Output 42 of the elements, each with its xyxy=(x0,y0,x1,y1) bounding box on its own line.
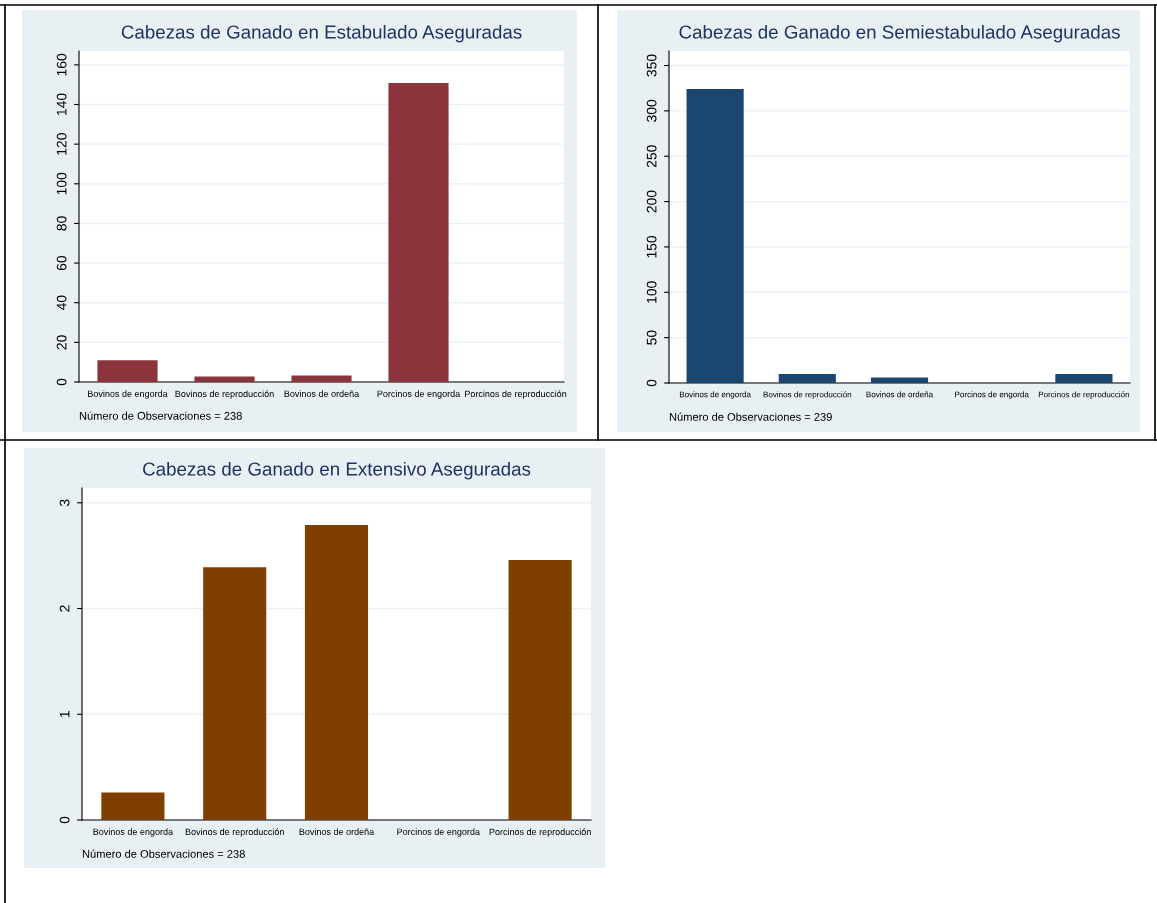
y-tick-label: 0 xyxy=(59,816,70,824)
x-tick-label: Bovinos de ordeña xyxy=(284,390,360,397)
y-tick-label: 150 xyxy=(646,235,657,258)
x-tick-label: Bovinos de engorda xyxy=(88,390,168,399)
text: Número de Observaciones = 238 xyxy=(79,411,242,420)
text: Número de Observaciones = 238 xyxy=(82,849,245,858)
y-tick-label: 0 xyxy=(646,379,657,387)
y-tick-label: 20 xyxy=(56,335,67,350)
x-tick-label: Porcinos de engorda xyxy=(397,828,480,837)
y-tick-label: 80 xyxy=(56,216,67,231)
y-tick-label: 100 xyxy=(56,172,67,195)
x-tick-label: Porcinos de reproducción xyxy=(1038,391,1130,399)
y-tick-label: 50 xyxy=(646,330,657,345)
x-tick-label: Porcinos de reproducción xyxy=(489,828,591,837)
x-tick-label: Bovinos de reproducción xyxy=(763,391,852,399)
x-tick-label: Porcinos de reproducción xyxy=(465,390,567,399)
x-tick-label: Bovinos de ordeña xyxy=(299,828,375,835)
x-tick-label: Bovinos de engorda xyxy=(679,391,751,399)
chart-title: Cabezas de Ganado en Estabulado Aseguradas xyxy=(121,24,522,43)
y-tick-label: 40 xyxy=(56,295,67,311)
y-tick-label: 200 xyxy=(646,190,657,213)
y-tick-label: 120 xyxy=(56,133,67,155)
y-tick-label: 100 xyxy=(646,281,657,303)
x-tick-label: Bovinos de engorda xyxy=(93,828,174,837)
x-tick-label: Porcinos de engorda xyxy=(955,391,1029,399)
y-tick-label: 3 xyxy=(59,499,70,507)
x-tick-label: Bovinos de ordeña xyxy=(866,391,934,398)
chart-title: Cabezas de Ganado en Semiestabulado Aseguradas xyxy=(679,24,1120,43)
x-tick-label: Porcinos de engorda xyxy=(377,390,461,399)
y-tick-label: 140 xyxy=(56,93,67,116)
x-tick-label: Bovinos de reproducción xyxy=(185,828,284,837)
y-tick-label: 300 xyxy=(646,99,657,122)
y-tick-label: 60 xyxy=(56,255,67,271)
chart-title: Cabezas de Ganado en Extensivo Aseguradas xyxy=(143,461,531,480)
y-tick-label: 250 xyxy=(646,145,657,168)
y-tick-label: 1 xyxy=(59,711,70,718)
y-tick-label: 160 xyxy=(56,53,67,76)
x-tick-label: Bovinos de reproducción xyxy=(175,390,274,399)
y-tick-label: 350 xyxy=(646,54,657,77)
y-tick-label: 0 xyxy=(56,378,67,386)
y-tick-label: 2 xyxy=(59,605,70,612)
text: Número de Observaciones = 239 xyxy=(669,412,832,421)
